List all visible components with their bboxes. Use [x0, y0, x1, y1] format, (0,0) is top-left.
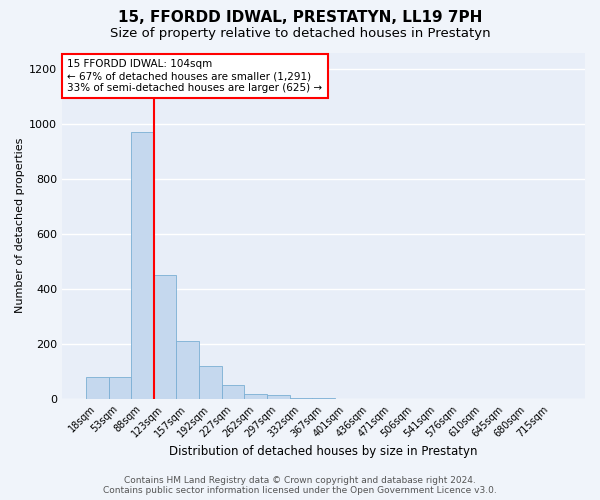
Text: 15 FFORDD IDWAL: 104sqm
← 67% of detached houses are smaller (1,291)
33% of semi: 15 FFORDD IDWAL: 104sqm ← 67% of detache… — [67, 60, 323, 92]
Text: Size of property relative to detached houses in Prestatyn: Size of property relative to detached ho… — [110, 28, 490, 40]
Bar — [267, 395, 290, 399]
Bar — [222, 386, 244, 399]
Bar — [312, 398, 335, 399]
Bar — [154, 276, 176, 399]
Bar — [244, 394, 267, 399]
Bar — [290, 398, 312, 399]
X-axis label: Distribution of detached houses by size in Prestatyn: Distribution of detached houses by size … — [169, 444, 478, 458]
Text: 15, FFORDD IDWAL, PRESTATYN, LL19 7PH: 15, FFORDD IDWAL, PRESTATYN, LL19 7PH — [118, 10, 482, 25]
Text: Contains HM Land Registry data © Crown copyright and database right 2024.
Contai: Contains HM Land Registry data © Crown c… — [103, 476, 497, 495]
Bar — [86, 377, 109, 399]
Bar — [131, 132, 154, 399]
Bar — [176, 342, 199, 399]
Y-axis label: Number of detached properties: Number of detached properties — [15, 138, 25, 314]
Bar — [199, 366, 222, 399]
Bar — [109, 377, 131, 399]
